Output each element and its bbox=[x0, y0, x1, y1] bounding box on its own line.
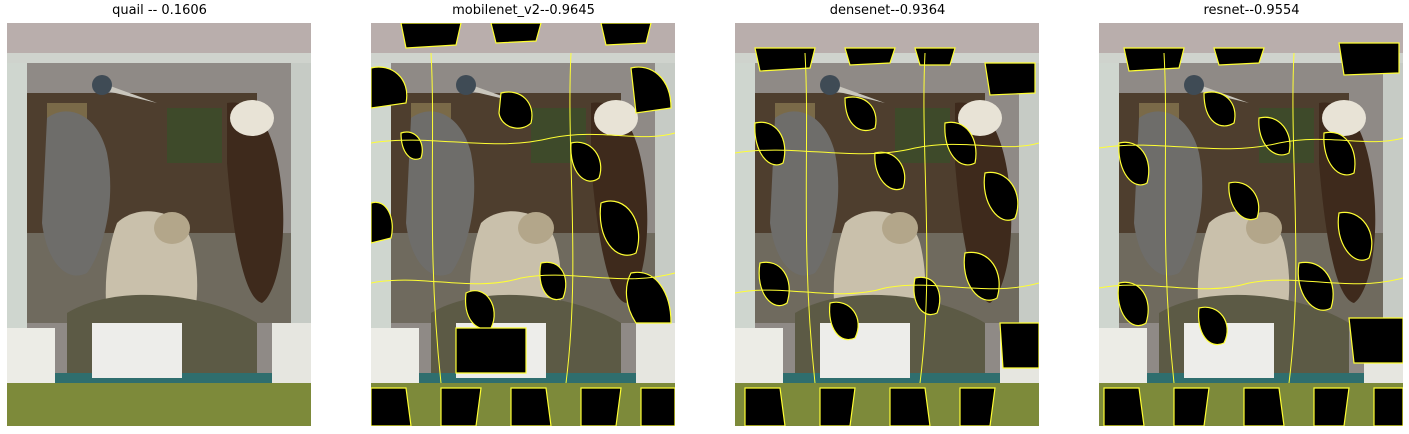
panel-resnet: resnet--0.9554 bbox=[1099, 0, 1404, 434]
photo-graphic bbox=[7, 23, 311, 426]
resnet-explanation-image bbox=[1099, 23, 1403, 426]
panel-title: mobilenet_v2--0.9645 bbox=[452, 3, 595, 18]
mobilenet-explanation-image bbox=[371, 23, 675, 426]
panel-original: quail -- 0.1606 bbox=[7, 0, 312, 434]
panel-title: densenet--0.9364 bbox=[829, 3, 946, 18]
panel-title: resnet--0.9554 bbox=[1203, 3, 1300, 18]
densenet-explanation-image bbox=[735, 23, 1039, 426]
superpixel-mask-graphic bbox=[371, 23, 675, 426]
original-image bbox=[7, 23, 311, 426]
panel-mobilenet: mobilenet_v2--0.9645 bbox=[371, 0, 676, 434]
panel-title: quail -- 0.1606 bbox=[112, 3, 207, 18]
superpixel-mask-graphic bbox=[735, 23, 1039, 426]
superpixel-mask-graphic bbox=[1099, 23, 1403, 426]
panel-densenet: densenet--0.9364 bbox=[735, 0, 1040, 434]
